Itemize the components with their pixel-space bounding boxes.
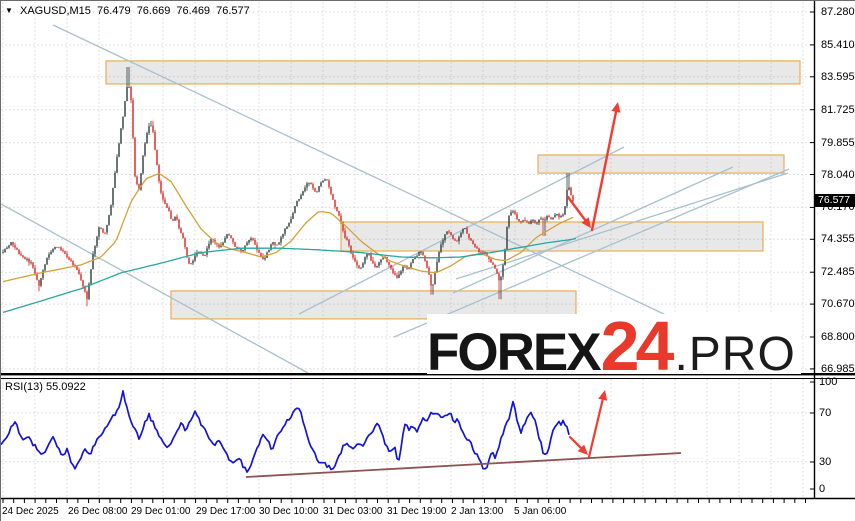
forex24pro-watermark: FOREX 24 .PRO [427,307,801,385]
price-tick-label: 74.355 [821,233,855,246]
quote-open: 76.479 [96,5,131,17]
price-tick-label: 79.855 [821,136,855,149]
time-tick-label: 29 Dec 01:00 [131,506,191,517]
price-tick-label: 68.800 [821,331,855,343]
time-tick-label: 30 Dec 10:00 [259,506,319,517]
logo-24: 24 [600,307,675,385]
rsi-tick-label: 100 [819,376,838,388]
time-tick-label: 24 Dec 2025 [2,506,59,517]
quote-high: 76.669 [136,5,171,17]
price-tick-label: 85.410 [821,38,855,51]
rsi-tick-label: 0 [819,483,826,495]
symbol-label: XAGUSD,M15 [19,5,91,17]
price-tick-label: 70.670 [821,298,855,311]
time-tick-label: 5 Jan 06:00 [514,506,567,517]
quote-low: 76.469 [176,5,211,17]
price-tick-label: 72.485 [821,266,855,279]
time-tick-label: 2 Jan 13:00 [451,506,504,517]
logo-forex: FOREX [427,322,602,382]
logo-pro: .PRO [674,327,796,381]
rsi-tick-label: 30 [819,456,832,468]
symbol-dropdown-icon[interactable]: ▼ [5,6,13,15]
quote-close: 76.577 [216,5,250,17]
time-tick-label: 26 Dec 08:00 [68,506,128,517]
time-tick-label: 31 Dec 19:00 [387,506,447,517]
price-tick-label: 78.040 [821,168,855,181]
rsi-tick-label: 70 [819,407,832,419]
price-tick-label: 87.280 [821,6,855,18]
rsi-indicator-label: RSI(13) 55.0922 [5,381,86,393]
time-tick-label: 31 Dec 03:00 [323,506,383,517]
current-price-tag: 76.577 [815,194,855,207]
price-tick-label: 83.595 [821,70,855,83]
chart-header: ▼ XAGUSD,M15 76.479 76.669 76.469 76.577 [5,5,253,17]
time-tick-label: 29 Dec 17:00 [196,506,256,517]
price-tick-label: 81.725 [821,103,855,116]
price-tick-label: 66.985 [821,362,855,375]
